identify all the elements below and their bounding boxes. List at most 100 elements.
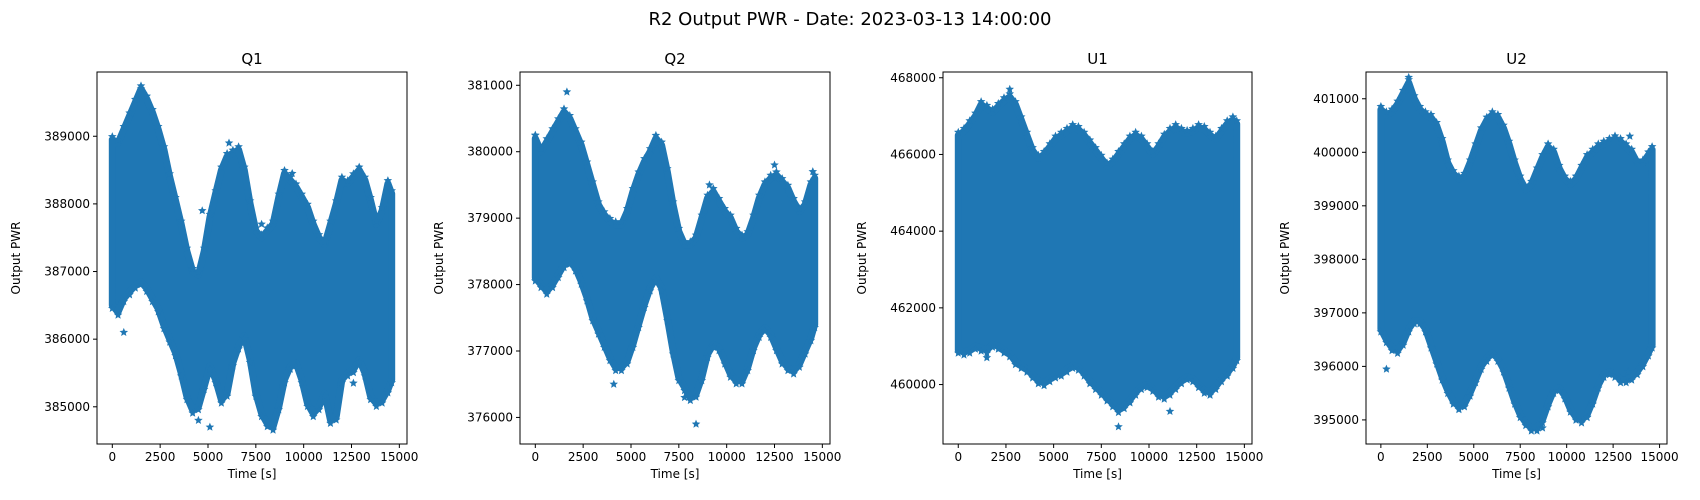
data-point-star bbox=[982, 348, 992, 357]
outlier-point bbox=[1623, 367, 1633, 376]
data-point-star bbox=[965, 348, 974, 357]
data-point-star bbox=[1605, 370, 1614, 379]
data-point-star bbox=[1387, 104, 1397, 113]
data-point-star bbox=[343, 176, 352, 185]
subplot-u1: 0 2500 5000 7500 10000 12500 15000 460000 462000… bbox=[855, 50, 1263, 481]
outlier-point bbox=[1382, 364, 1391, 373]
data-point-star bbox=[582, 296, 592, 305]
data-point-star bbox=[354, 358, 364, 367]
data-point-star bbox=[703, 190, 712, 199]
data-point-star bbox=[1426, 343, 1436, 352]
data-point-star bbox=[1647, 142, 1657, 151]
y-tick-label: 466000 bbox=[890, 147, 936, 161]
data-point-star bbox=[1488, 351, 1497, 360]
data-point-star bbox=[1142, 383, 1152, 392]
data-point-star bbox=[1627, 144, 1636, 153]
data-point-star bbox=[1532, 163, 1542, 172]
data-point-star bbox=[1200, 388, 1209, 397]
data-point-star bbox=[1034, 379, 1043, 388]
data-point-star bbox=[297, 189, 306, 198]
data-point-star bbox=[697, 210, 707, 219]
data-point-star bbox=[971, 344, 980, 353]
data-point-star bbox=[1647, 343, 1657, 352]
y-tick-label: 378000 bbox=[467, 278, 513, 292]
data-point-star bbox=[582, 157, 592, 166]
data-point-star bbox=[188, 408, 197, 417]
data-point-star bbox=[1582, 150, 1592, 159]
data-point-star bbox=[1410, 319, 1419, 328]
data-point-star bbox=[108, 303, 117, 312]
data-point-star bbox=[548, 124, 557, 133]
data-point-star bbox=[954, 127, 963, 136]
data-point-star bbox=[1510, 399, 1519, 408]
data-point-star bbox=[1616, 378, 1625, 387]
x-tick-label: 12500 bbox=[1594, 450, 1632, 464]
data-point-star bbox=[965, 116, 974, 125]
data-point-star bbox=[1200, 122, 1209, 131]
data-point-star bbox=[1398, 85, 1408, 95]
outlier-point bbox=[194, 415, 203, 424]
data-point-star bbox=[663, 316, 672, 325]
data-point-star bbox=[1633, 155, 1642, 164]
x-tick-label: 0 bbox=[1377, 450, 1385, 464]
data-point-star bbox=[640, 154, 649, 163]
data-point-star bbox=[954, 348, 963, 357]
data-point-star bbox=[1382, 338, 1391, 347]
data-point-star bbox=[234, 344, 243, 353]
data-point-star bbox=[377, 398, 387, 407]
data-point-star bbox=[1194, 120, 1203, 129]
data-point-star bbox=[1039, 147, 1049, 156]
data-point-star bbox=[1154, 139, 1163, 148]
data-point-star bbox=[1160, 129, 1169, 138]
data-point-star bbox=[194, 267, 203, 276]
data-point-star bbox=[245, 196, 255, 205]
data-point-star bbox=[1638, 155, 1648, 164]
data-point-star bbox=[1085, 379, 1095, 388]
data-point-star bbox=[125, 108, 134, 117]
data-point-star bbox=[645, 144, 655, 153]
data-point-star bbox=[1504, 383, 1514, 392]
data-point-star bbox=[159, 142, 169, 151]
data-point-star bbox=[680, 386, 689, 395]
y-tick-label: 376000 bbox=[467, 410, 513, 424]
data-point-star bbox=[171, 193, 180, 202]
data-point-star bbox=[1022, 367, 1032, 376]
data-point-star bbox=[337, 378, 347, 387]
x-tick-label: 2500 bbox=[991, 450, 1022, 464]
data-point-star bbox=[1566, 407, 1575, 416]
x-tick-label: 15000 bbox=[1640, 450, 1678, 464]
data-point-star bbox=[726, 210, 735, 219]
data-point-star bbox=[1493, 110, 1503, 119]
data-point-star bbox=[1091, 385, 1100, 394]
data-point-star bbox=[1449, 399, 1458, 408]
data-series bbox=[108, 81, 396, 434]
y-tick-label: 385000 bbox=[44, 400, 90, 414]
data-point-star bbox=[542, 289, 552, 298]
data-point-star bbox=[806, 177, 816, 186]
data-point-star bbox=[234, 142, 243, 151]
data-point-star bbox=[1599, 372, 1609, 382]
data-point-star bbox=[760, 177, 770, 186]
data-point-star bbox=[599, 207, 609, 216]
data-point-star bbox=[1426, 110, 1436, 119]
data-point-star bbox=[703, 352, 712, 361]
data-point-star bbox=[268, 216, 278, 225]
data-point-star bbox=[1432, 118, 1441, 127]
data-point-star bbox=[1222, 116, 1232, 125]
data-point-star bbox=[1068, 120, 1077, 129]
data-point-star bbox=[999, 93, 1009, 102]
data-point-star bbox=[668, 349, 678, 358]
data-point-star bbox=[554, 114, 563, 123]
data-point-star bbox=[1142, 139, 1152, 148]
data-point-star bbox=[1566, 176, 1575, 185]
data-point-star bbox=[1393, 348, 1402, 357]
y-axis-label: Output PWR bbox=[855, 222, 869, 295]
data-point-star bbox=[1482, 112, 1492, 121]
data-point-star bbox=[634, 167, 643, 176]
x-tick-label: 15000 bbox=[380, 450, 418, 464]
data-point-star bbox=[1205, 127, 1215, 136]
data-point-star bbox=[199, 385, 209, 394]
data-point-star bbox=[1432, 359, 1441, 368]
data-point-star bbox=[1016, 112, 1026, 121]
data-point-star bbox=[749, 210, 758, 219]
